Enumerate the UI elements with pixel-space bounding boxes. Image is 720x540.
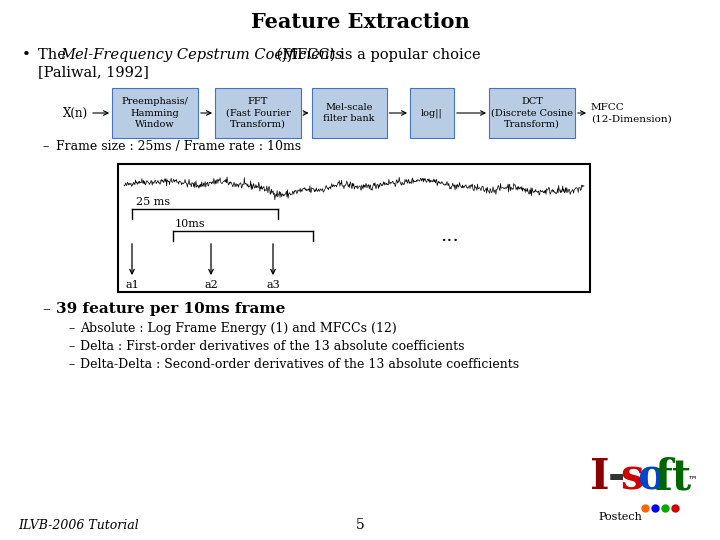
Text: –: – xyxy=(68,322,74,335)
Text: FFT
(Fast Fourier
Transform): FFT (Fast Fourier Transform) xyxy=(225,97,290,129)
Text: Delta : First-order derivatives of the 13 absolute coefficients: Delta : First-order derivatives of the 1… xyxy=(80,340,464,353)
Text: Frame size : 25ms / Frame rate : 10ms: Frame size : 25ms / Frame rate : 10ms xyxy=(56,140,301,153)
FancyBboxPatch shape xyxy=(489,88,575,138)
Text: MFCC
(12-Dimension): MFCC (12-Dimension) xyxy=(591,103,672,123)
Text: ft: ft xyxy=(655,456,692,498)
Text: ILVB-2006 Tutorial: ILVB-2006 Tutorial xyxy=(18,519,139,532)
Text: –: – xyxy=(68,358,74,371)
Text: X(n): X(n) xyxy=(63,106,88,119)
Text: Feature Extraction: Feature Extraction xyxy=(251,12,469,32)
Text: 10ms: 10ms xyxy=(175,219,206,229)
Text: [Paliwal, 1992]: [Paliwal, 1992] xyxy=(38,65,149,79)
Text: log||: log|| xyxy=(421,108,443,118)
Text: Postech: Postech xyxy=(598,512,642,522)
Text: DCT
(Discrete Cosine
Transform): DCT (Discrete Cosine Transform) xyxy=(491,97,573,129)
Text: –: – xyxy=(42,140,48,153)
Text: a3: a3 xyxy=(266,280,280,290)
Text: 39 feature per 10ms frame: 39 feature per 10ms frame xyxy=(56,302,285,316)
Text: Mel-scale
filter bank: Mel-scale filter bank xyxy=(323,103,374,123)
Text: –: – xyxy=(68,340,74,353)
Text: The: The xyxy=(38,48,71,62)
Text: Preemphasis/
Hamming
Window: Preemphasis/ Hamming Window xyxy=(122,97,189,129)
Text: 5: 5 xyxy=(356,518,364,532)
Text: Delta-Delta : Second-order derivatives of the 13 absolute coefficients: Delta-Delta : Second-order derivatives o… xyxy=(80,358,519,371)
Text: (MFCC) is a popular choice: (MFCC) is a popular choice xyxy=(272,48,481,63)
FancyBboxPatch shape xyxy=(215,88,301,138)
Text: •: • xyxy=(22,48,31,62)
Text: o: o xyxy=(637,456,665,498)
Text: a1: a1 xyxy=(125,280,139,290)
Bar xyxy=(118,164,590,292)
Text: Mel-Frequency Cepstrum Coefficients: Mel-Frequency Cepstrum Coefficients xyxy=(60,48,343,62)
Text: 25 ms: 25 ms xyxy=(136,197,170,207)
Text: s: s xyxy=(620,456,644,498)
Text: ...: ... xyxy=(441,227,459,245)
FancyBboxPatch shape xyxy=(312,88,387,138)
Text: ™: ™ xyxy=(688,474,698,484)
FancyBboxPatch shape xyxy=(410,88,454,138)
Text: Absolute : Log Frame Energy (1) and MFCCs (12): Absolute : Log Frame Energy (1) and MFCC… xyxy=(80,322,397,335)
FancyBboxPatch shape xyxy=(112,88,198,138)
Text: -: - xyxy=(608,456,625,498)
Text: I: I xyxy=(590,456,610,498)
Text: a2: a2 xyxy=(204,280,218,290)
Text: –: – xyxy=(42,302,50,316)
